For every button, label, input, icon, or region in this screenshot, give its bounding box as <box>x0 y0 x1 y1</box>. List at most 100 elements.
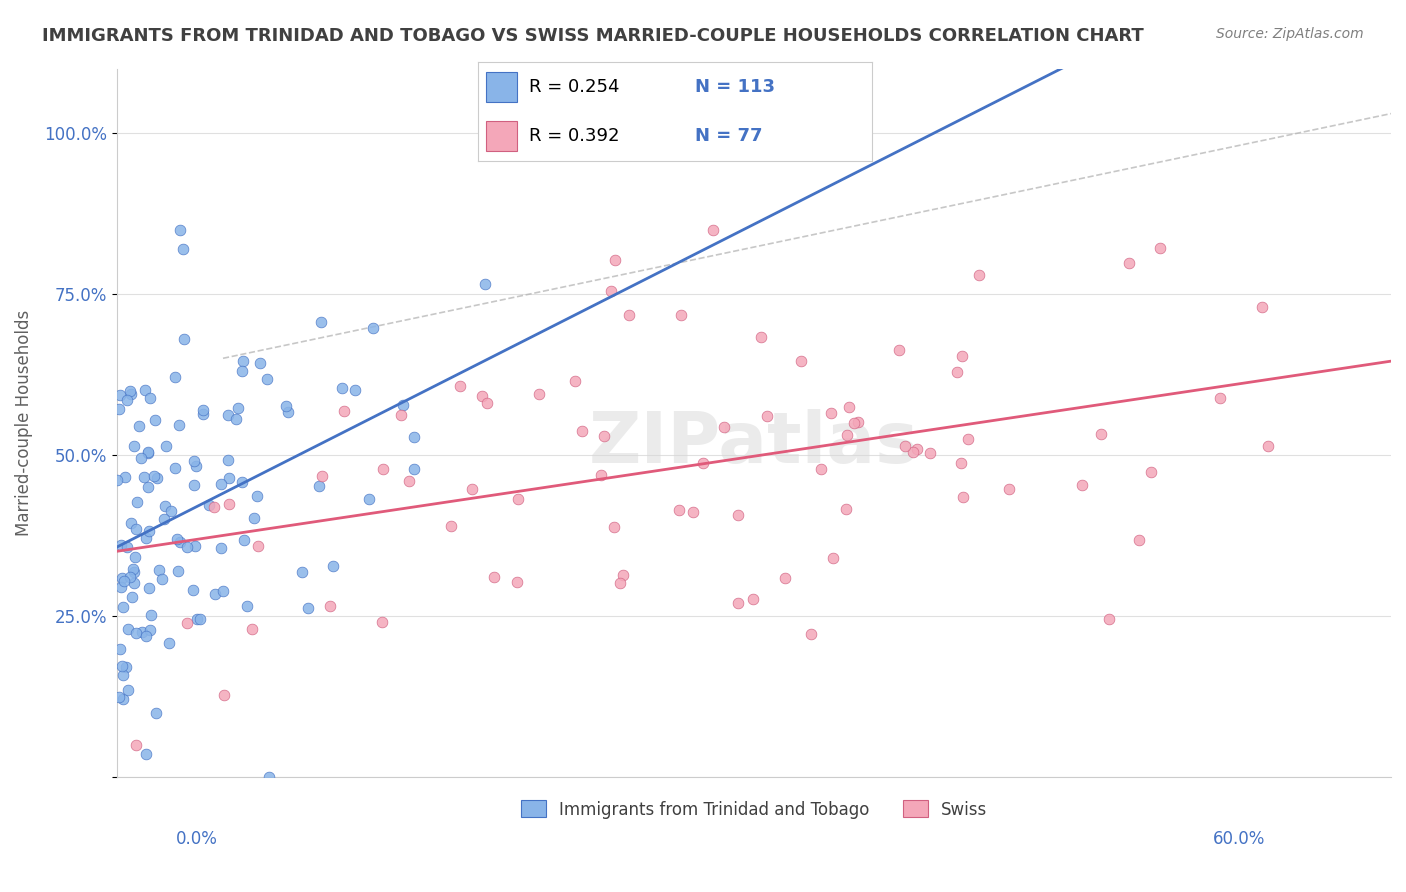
Text: 0.0%: 0.0% <box>176 830 218 847</box>
Point <box>243 511 266 525</box>
Point <box>117 622 139 636</box>
Point <box>1140 465 1163 479</box>
Point <box>172 242 194 256</box>
Point <box>176 540 198 554</box>
Point <box>115 540 138 554</box>
Point <box>309 315 332 329</box>
Point <box>111 659 134 673</box>
Point <box>143 469 166 483</box>
Point <box>112 692 135 706</box>
Point <box>181 582 204 597</box>
Point <box>136 480 159 494</box>
Point <box>135 747 157 761</box>
Point <box>112 668 135 682</box>
Point <box>246 539 269 553</box>
Point <box>191 407 214 421</box>
Point <box>332 404 354 418</box>
Text: R = 0.254: R = 0.254 <box>529 78 620 96</box>
Point <box>176 615 198 630</box>
Point <box>183 477 205 491</box>
Text: N = 113: N = 113 <box>695 78 775 96</box>
Point <box>1208 391 1230 405</box>
Point <box>330 381 353 395</box>
Point <box>371 615 394 630</box>
Point <box>713 419 735 434</box>
Point <box>564 374 586 388</box>
Point <box>1090 426 1112 441</box>
Point <box>603 252 626 267</box>
Point <box>603 520 626 534</box>
Point <box>132 470 155 484</box>
Point <box>820 406 842 420</box>
Point <box>128 419 150 434</box>
Point <box>949 456 972 470</box>
Point <box>571 424 593 438</box>
Point <box>143 413 166 427</box>
Point <box>111 571 134 585</box>
Point <box>1118 255 1140 269</box>
Point <box>191 403 214 417</box>
Point <box>482 570 505 584</box>
Point <box>120 516 142 530</box>
Point <box>225 412 247 426</box>
FancyBboxPatch shape <box>486 72 517 102</box>
Point <box>506 575 529 590</box>
Point <box>702 222 724 236</box>
Point <box>297 601 319 615</box>
Point <box>308 479 330 493</box>
Point <box>121 562 143 576</box>
Point <box>110 580 132 594</box>
Point <box>669 309 692 323</box>
Point <box>134 383 156 397</box>
Text: IMMIGRANTS FROM TRINIDAD AND TOBAGO VS SWISS MARRIED-COUPLE HOUSEHOLDS CORRELATI: IMMIGRANTS FROM TRINIDAD AND TOBAGO VS S… <box>42 27 1144 45</box>
Point <box>756 409 779 423</box>
Point <box>114 470 136 484</box>
Point <box>135 531 157 545</box>
Point <box>727 596 749 610</box>
Point <box>257 770 280 784</box>
Point <box>398 474 420 488</box>
Point <box>150 572 173 586</box>
Point <box>117 683 139 698</box>
Text: R = 0.392: R = 0.392 <box>529 127 620 145</box>
Point <box>186 459 208 474</box>
Point <box>108 642 131 657</box>
Point <box>727 508 749 522</box>
Point <box>110 538 132 552</box>
Point <box>749 330 772 344</box>
Point <box>682 505 704 519</box>
Point <box>153 499 176 513</box>
Point <box>129 451 152 466</box>
Point <box>249 356 271 370</box>
Point <box>153 512 176 526</box>
Point <box>188 612 211 626</box>
Point <box>920 445 942 459</box>
Point <box>105 473 128 487</box>
Point <box>359 492 381 507</box>
Point <box>477 395 499 409</box>
Point <box>461 482 484 496</box>
Point <box>838 400 860 414</box>
Point <box>449 378 471 392</box>
Point <box>139 391 162 405</box>
Point <box>145 706 167 720</box>
Point <box>901 444 924 458</box>
Point <box>246 489 269 503</box>
Point <box>183 453 205 467</box>
Point <box>139 623 162 637</box>
Point <box>148 563 170 577</box>
Point <box>1251 300 1274 314</box>
Point <box>138 582 160 596</box>
Point <box>470 389 492 403</box>
Point <box>108 690 131 705</box>
Point <box>600 284 623 298</box>
Point <box>217 453 239 467</box>
Point <box>905 442 928 457</box>
Point <box>204 587 226 601</box>
Point <box>124 550 146 565</box>
Point <box>950 349 973 363</box>
Point <box>145 471 167 485</box>
Point <box>127 495 149 509</box>
Point <box>1098 611 1121 625</box>
Point <box>404 462 426 476</box>
